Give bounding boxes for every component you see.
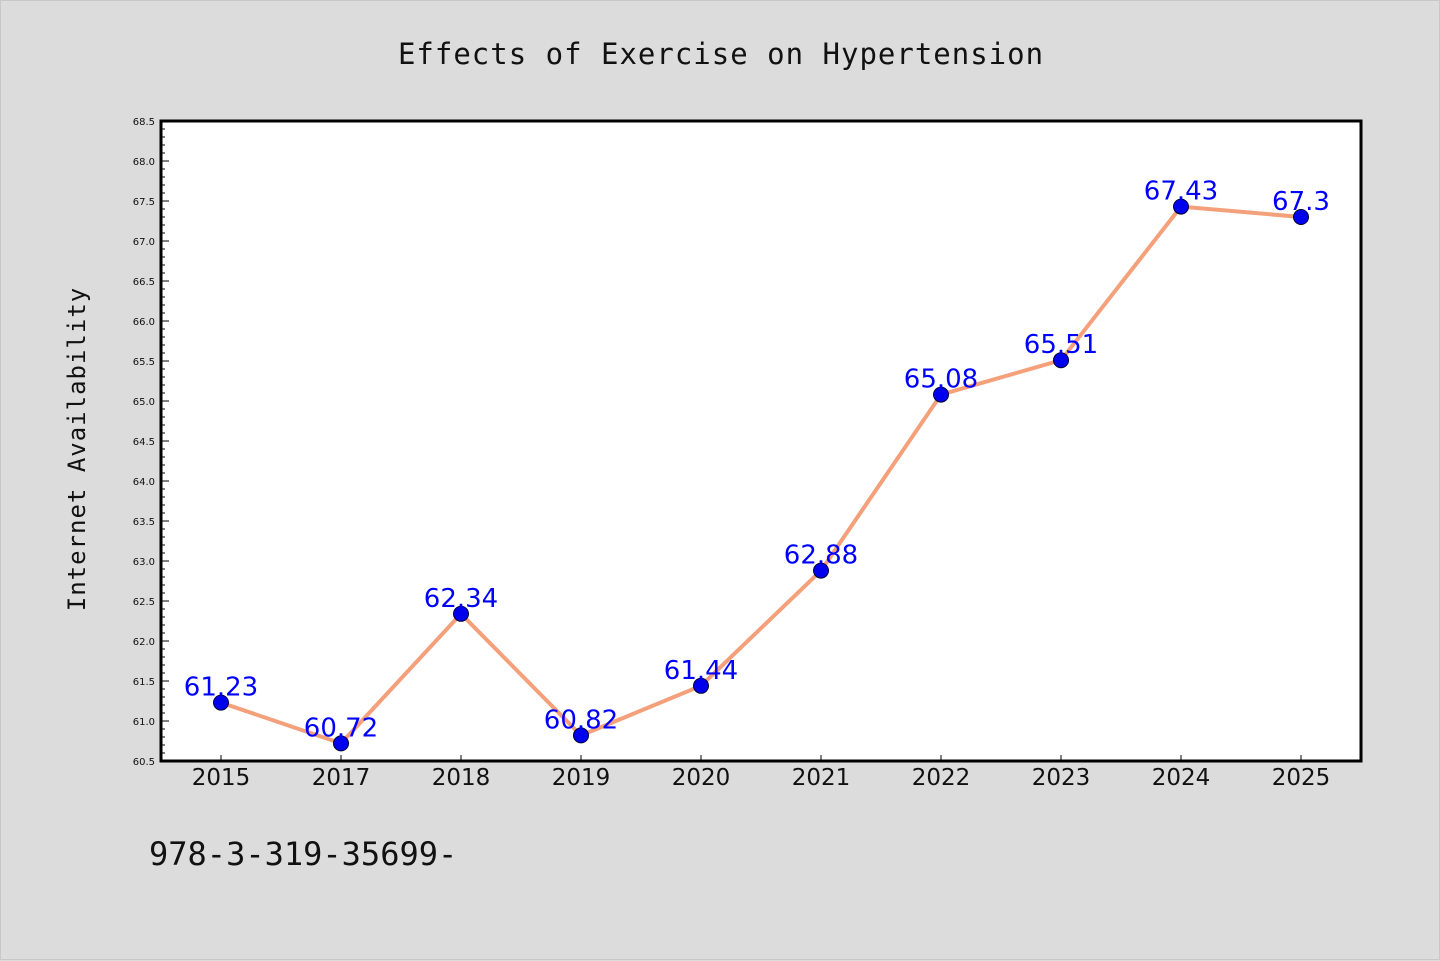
y-tick-label: 66.0	[133, 317, 155, 328]
data-label: 60.72	[304, 713, 378, 743]
data-label: 60.82	[544, 705, 618, 735]
y-tick-label: 62.0	[133, 637, 155, 648]
y-tick-label: 68.0	[133, 157, 155, 168]
data-point-marker	[213, 694, 229, 711]
data-point-marker	[573, 727, 589, 744]
data-label: 67.3	[1272, 187, 1330, 217]
data-point-marker	[1053, 352, 1069, 369]
x-tick-label: 2015	[192, 765, 251, 791]
data-point-marker	[453, 605, 469, 622]
data-point-marker	[333, 735, 349, 752]
data-label: 65.51	[1024, 330, 1098, 360]
x-tick-label: 2022	[912, 765, 971, 791]
data-label-layer: 61.23 60.72 62.34 60.82 61.44 62.88 65.08 65.51…	[184, 177, 1330, 744]
y-tick-label: 67.0	[133, 237, 155, 248]
data-point-marker	[813, 562, 829, 579]
series-layer	[213, 198, 1309, 752]
x-tick-label: 2021	[792, 765, 851, 791]
data-label: 61.23	[184, 673, 258, 703]
x-tick-label: 2020	[672, 765, 731, 791]
data-point-marker	[693, 677, 709, 694]
y-tick-label: 61.0	[133, 717, 155, 728]
y-axis-label: Internet Availability	[63, 287, 91, 611]
data-label: 65.08	[904, 365, 978, 395]
x-tick-label: 2017	[312, 765, 371, 791]
y-tick-label: 66.5	[133, 277, 155, 288]
series-line	[220, 204, 1302, 746]
plot-area	[159, 119, 1363, 763]
x-tick-label: 2019	[552, 765, 611, 791]
data-point-marker	[933, 386, 949, 403]
data-label: 62.34	[424, 584, 498, 614]
y-tick-label: 63.0	[133, 557, 155, 568]
y-axis: 60.5 61.0 61.5 62.0 62.5 63.0 63.5 64.0 64.5 65.0…	[133, 117, 169, 768]
y-tick-label: 64.5	[133, 437, 155, 448]
data-point-marker	[1293, 209, 1309, 225]
x-tick-label: 2018	[432, 765, 491, 791]
y-tick-label: 65.5	[133, 357, 155, 368]
y-tick-label: 60.5	[133, 757, 155, 768]
data-label: 62.88	[784, 541, 858, 571]
x-tick-label: 2023	[1032, 765, 1091, 791]
x-axis: 2015 2017 2018 2019 2020 2021 2022 2023 2024 2025	[192, 755, 1331, 791]
data-label: 61.44	[664, 656, 738, 686]
data-label: 67.43	[1144, 177, 1218, 207]
x-tick-label: 2025	[1272, 765, 1331, 791]
x-tick-label: 2024	[1152, 765, 1211, 791]
y-tick-label: 64.0	[133, 477, 155, 488]
y-tick-label: 65.0	[133, 397, 155, 408]
y-tick-label: 61.5	[133, 677, 155, 688]
y-tick-label: 68.5	[133, 117, 155, 128]
y-tick-label: 62.5	[133, 597, 155, 608]
data-point-marker	[1173, 198, 1189, 215]
footnote-text: 978-3-319-35699-	[149, 835, 457, 873]
y-tick-label: 67.5	[133, 197, 155, 208]
chart-title: Effects of Exercise on Hypertension	[398, 37, 1044, 71]
y-tick-label: 63.5	[133, 517, 155, 528]
